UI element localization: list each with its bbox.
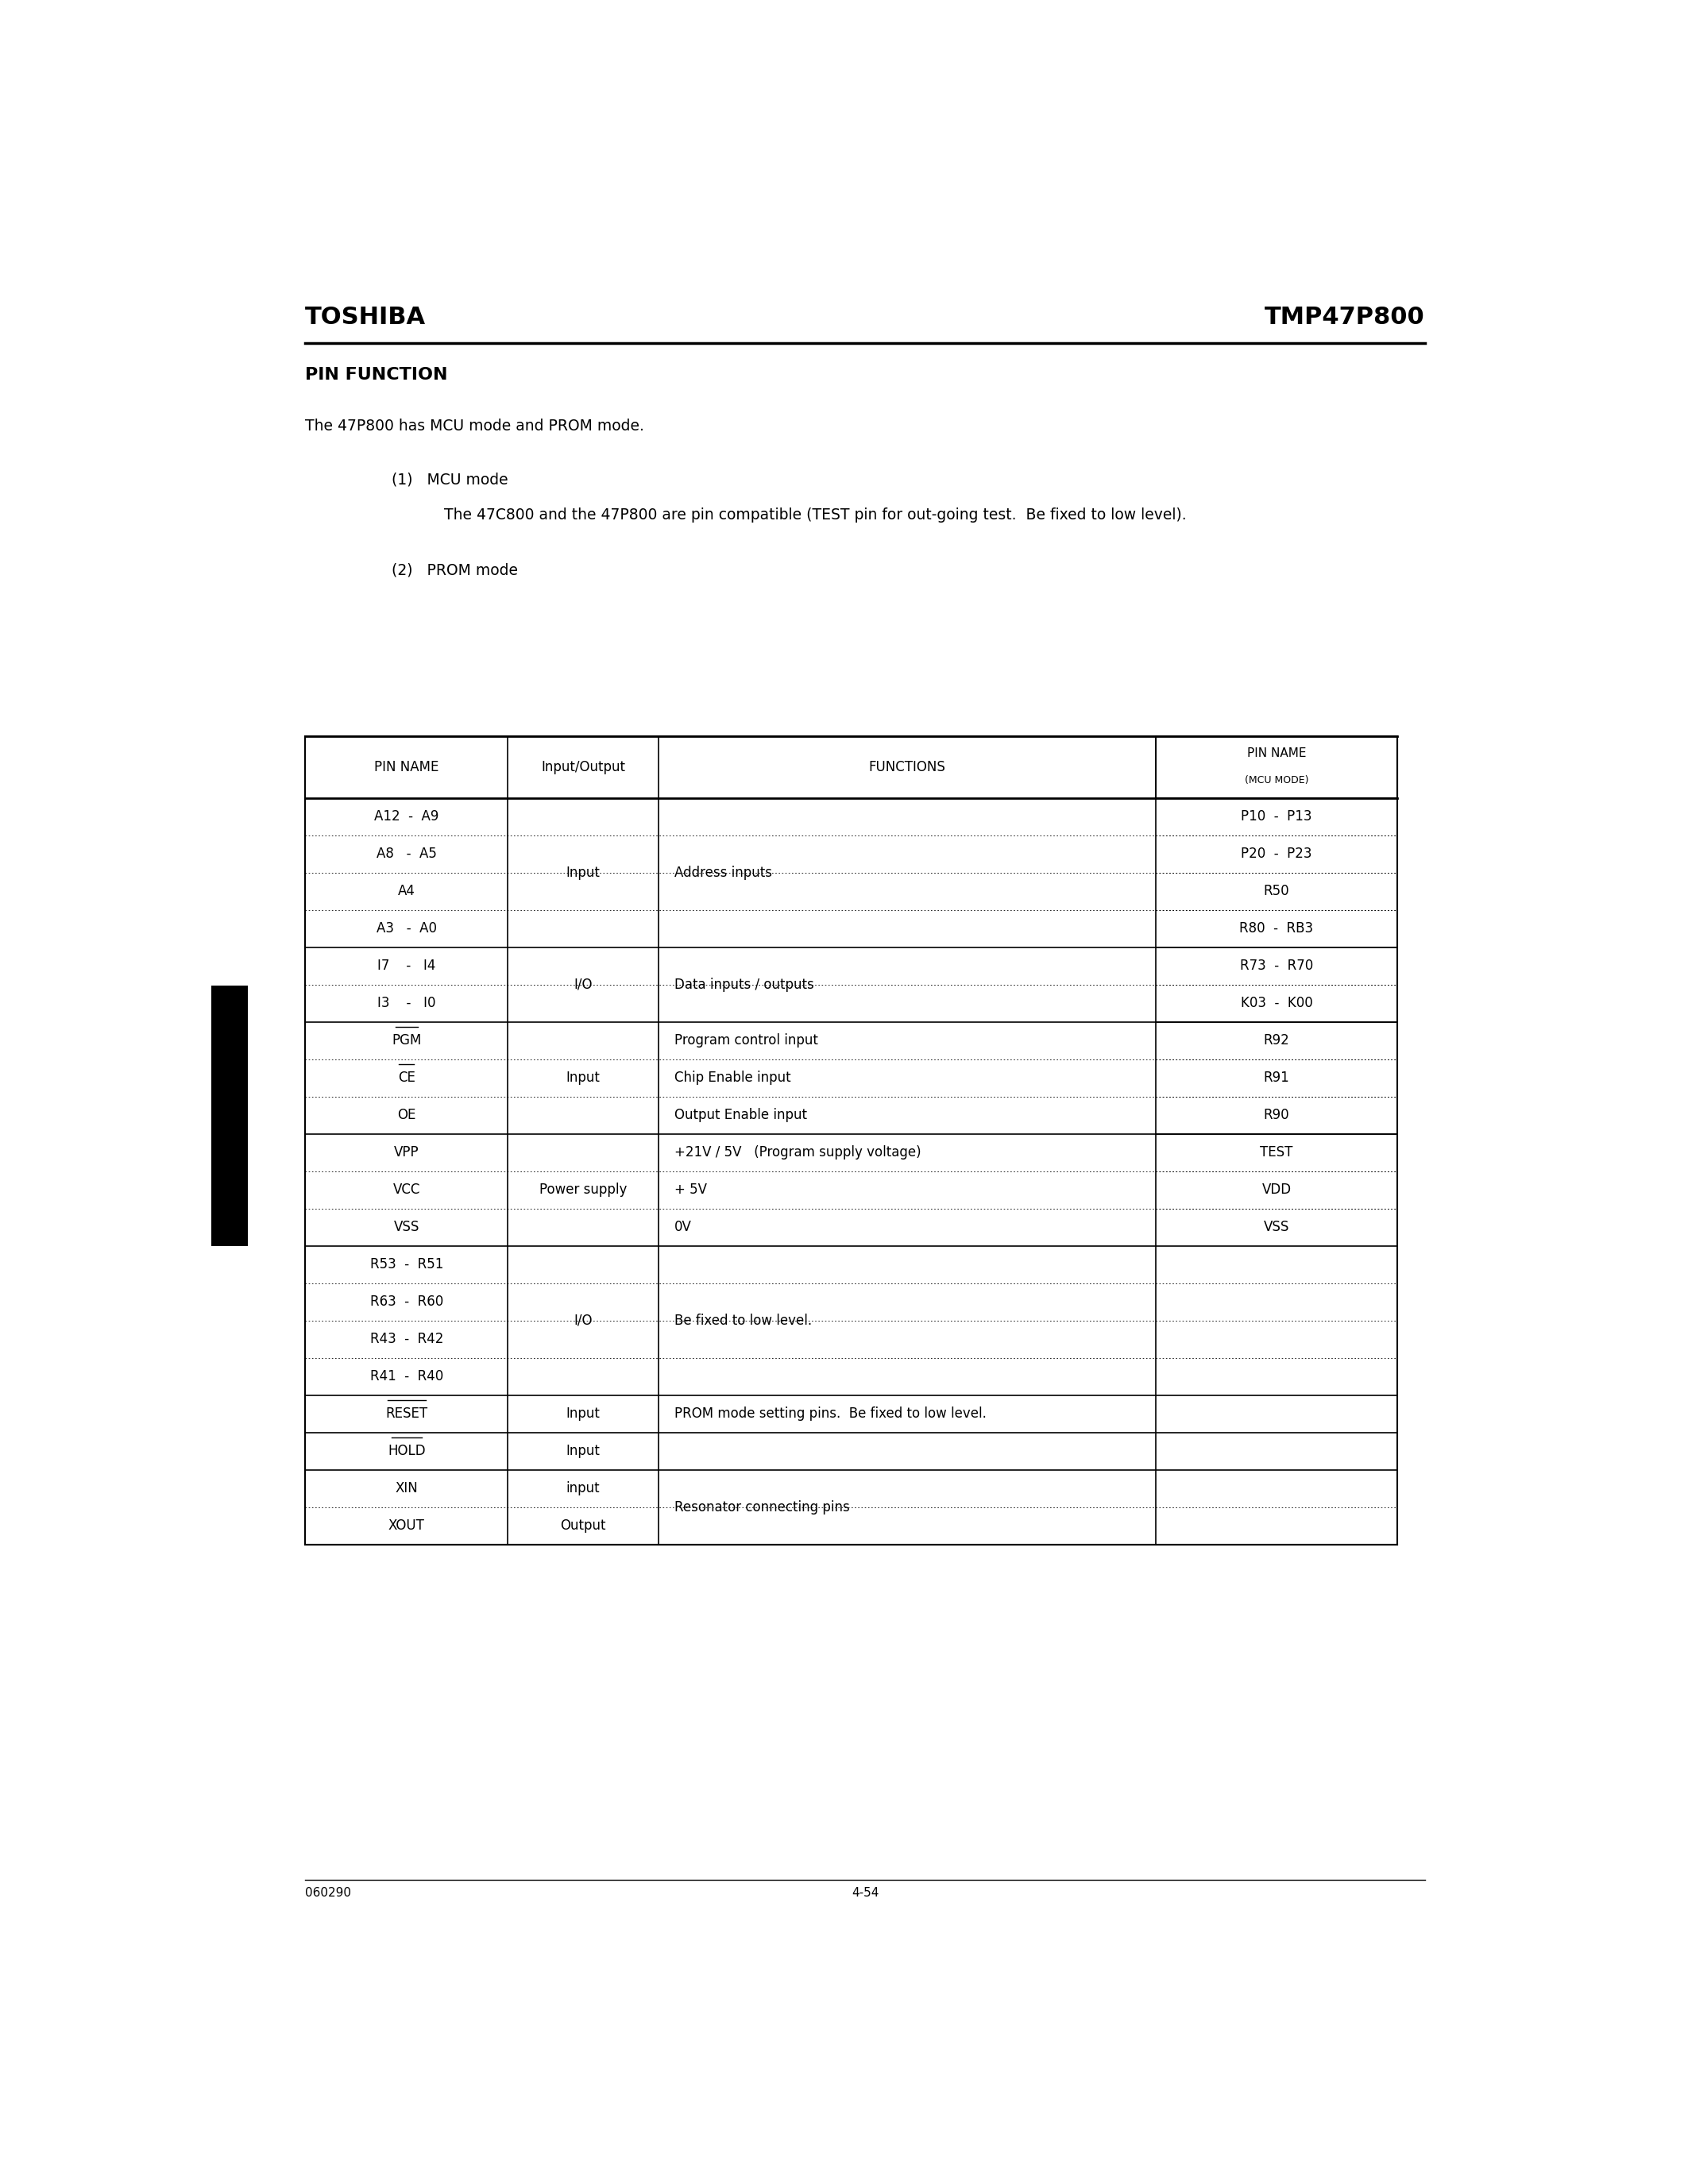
Text: PIN FUNCTION: PIN FUNCTION bbox=[306, 367, 447, 382]
Text: I3    -   I0: I3 - I0 bbox=[378, 996, 436, 1011]
Text: Input/Output: Input/Output bbox=[542, 760, 625, 775]
Text: OE: OE bbox=[397, 1107, 415, 1123]
Text: Output: Output bbox=[560, 1518, 606, 1533]
Text: XOUT: XOUT bbox=[388, 1518, 425, 1533]
Text: R63  -  R60: R63 - R60 bbox=[370, 1295, 444, 1308]
Text: A12  -  A9: A12 - A9 bbox=[375, 810, 439, 823]
Text: A8   -  A5: A8 - A5 bbox=[376, 847, 437, 860]
Text: I7    -   I4: I7 - I4 bbox=[378, 959, 436, 974]
Text: TEST: TEST bbox=[1261, 1144, 1293, 1160]
Text: (1)   MCU mode: (1) MCU mode bbox=[392, 472, 508, 487]
Text: Power supply: Power supply bbox=[540, 1184, 626, 1197]
Text: R90: R90 bbox=[1264, 1107, 1290, 1123]
Text: A4: A4 bbox=[398, 885, 415, 898]
Bar bbox=[211, 985, 248, 1245]
Text: + 5V: + 5V bbox=[674, 1184, 707, 1197]
Text: VCC: VCC bbox=[393, 1184, 420, 1197]
Text: PIN NAME: PIN NAME bbox=[1247, 747, 1307, 760]
Text: HOLD: HOLD bbox=[388, 1444, 425, 1459]
Text: TMP47P800: TMP47P800 bbox=[1264, 306, 1425, 330]
Text: Resonator connecting pins: Resonator connecting pins bbox=[674, 1500, 849, 1514]
Text: Chip Enable input: Chip Enable input bbox=[674, 1070, 790, 1085]
Text: I/O: I/O bbox=[574, 978, 592, 992]
Text: P20  -  P23: P20 - P23 bbox=[1241, 847, 1312, 860]
Text: PROM mode setting pins.  Be fixed to low level.: PROM mode setting pins. Be fixed to low … bbox=[674, 1406, 986, 1422]
Text: input: input bbox=[565, 1481, 601, 1496]
Text: Input: Input bbox=[565, 1444, 601, 1459]
Text: 4-54: 4-54 bbox=[851, 1887, 879, 1900]
Text: The 47C800 and the 47P800 are pin compatible (TEST pin for out-going test.  Be f: The 47C800 and the 47P800 are pin compat… bbox=[444, 507, 1187, 522]
Text: R91: R91 bbox=[1264, 1070, 1290, 1085]
Text: Output Enable input: Output Enable input bbox=[674, 1107, 807, 1123]
Text: R43  -  R42: R43 - R42 bbox=[370, 1332, 444, 1345]
Text: 060290: 060290 bbox=[306, 1887, 351, 1900]
Text: +21V / 5V   (Program supply voltage): +21V / 5V (Program supply voltage) bbox=[674, 1144, 922, 1160]
Text: R53  -  R51: R53 - R51 bbox=[370, 1258, 444, 1271]
Text: Input: Input bbox=[565, 1070, 601, 1085]
Text: Program control input: Program control input bbox=[674, 1033, 817, 1048]
Text: CE: CE bbox=[398, 1070, 415, 1085]
Text: VPP: VPP bbox=[393, 1144, 419, 1160]
Text: Be fixed to low level.: Be fixed to low level. bbox=[674, 1313, 812, 1328]
Text: The 47P800 has MCU mode and PROM mode.: The 47P800 has MCU mode and PROM mode. bbox=[306, 419, 645, 432]
Text: Address inputs: Address inputs bbox=[674, 865, 771, 880]
Text: P10  -  P13: P10 - P13 bbox=[1241, 810, 1312, 823]
Text: XIN: XIN bbox=[395, 1481, 419, 1496]
Text: K03  -  K00: K03 - K00 bbox=[1241, 996, 1313, 1011]
Text: (2)   PROM mode: (2) PROM mode bbox=[392, 563, 518, 579]
Text: TOSHIBA: TOSHIBA bbox=[306, 306, 425, 330]
Bar bbox=[1156, 736, 1398, 797]
Text: RESET: RESET bbox=[385, 1406, 427, 1422]
Text: VDD: VDD bbox=[1263, 1184, 1291, 1197]
Text: Input: Input bbox=[565, 865, 601, 880]
Text: Data inputs / outputs: Data inputs / outputs bbox=[674, 978, 814, 992]
Text: R80  -  RB3: R80 - RB3 bbox=[1239, 922, 1313, 935]
Text: PGM: PGM bbox=[392, 1033, 422, 1048]
Text: VSS: VSS bbox=[393, 1221, 419, 1234]
Text: PIN NAME: PIN NAME bbox=[375, 760, 439, 775]
Text: (MCU MODE): (MCU MODE) bbox=[1244, 775, 1308, 786]
Text: Input: Input bbox=[565, 1406, 601, 1422]
Text: VSS: VSS bbox=[1264, 1221, 1290, 1234]
Text: R41  -  R40: R41 - R40 bbox=[370, 1369, 444, 1385]
Text: FUNCTIONS: FUNCTIONS bbox=[869, 760, 945, 775]
Text: A3   -  A0: A3 - A0 bbox=[376, 922, 437, 935]
Text: R92: R92 bbox=[1264, 1033, 1290, 1048]
Text: I/O: I/O bbox=[574, 1313, 592, 1328]
Bar bbox=[306, 736, 1398, 1544]
Text: R73  -  R70: R73 - R70 bbox=[1241, 959, 1313, 974]
Text: 0V: 0V bbox=[674, 1221, 692, 1234]
Text: R50: R50 bbox=[1264, 885, 1290, 898]
